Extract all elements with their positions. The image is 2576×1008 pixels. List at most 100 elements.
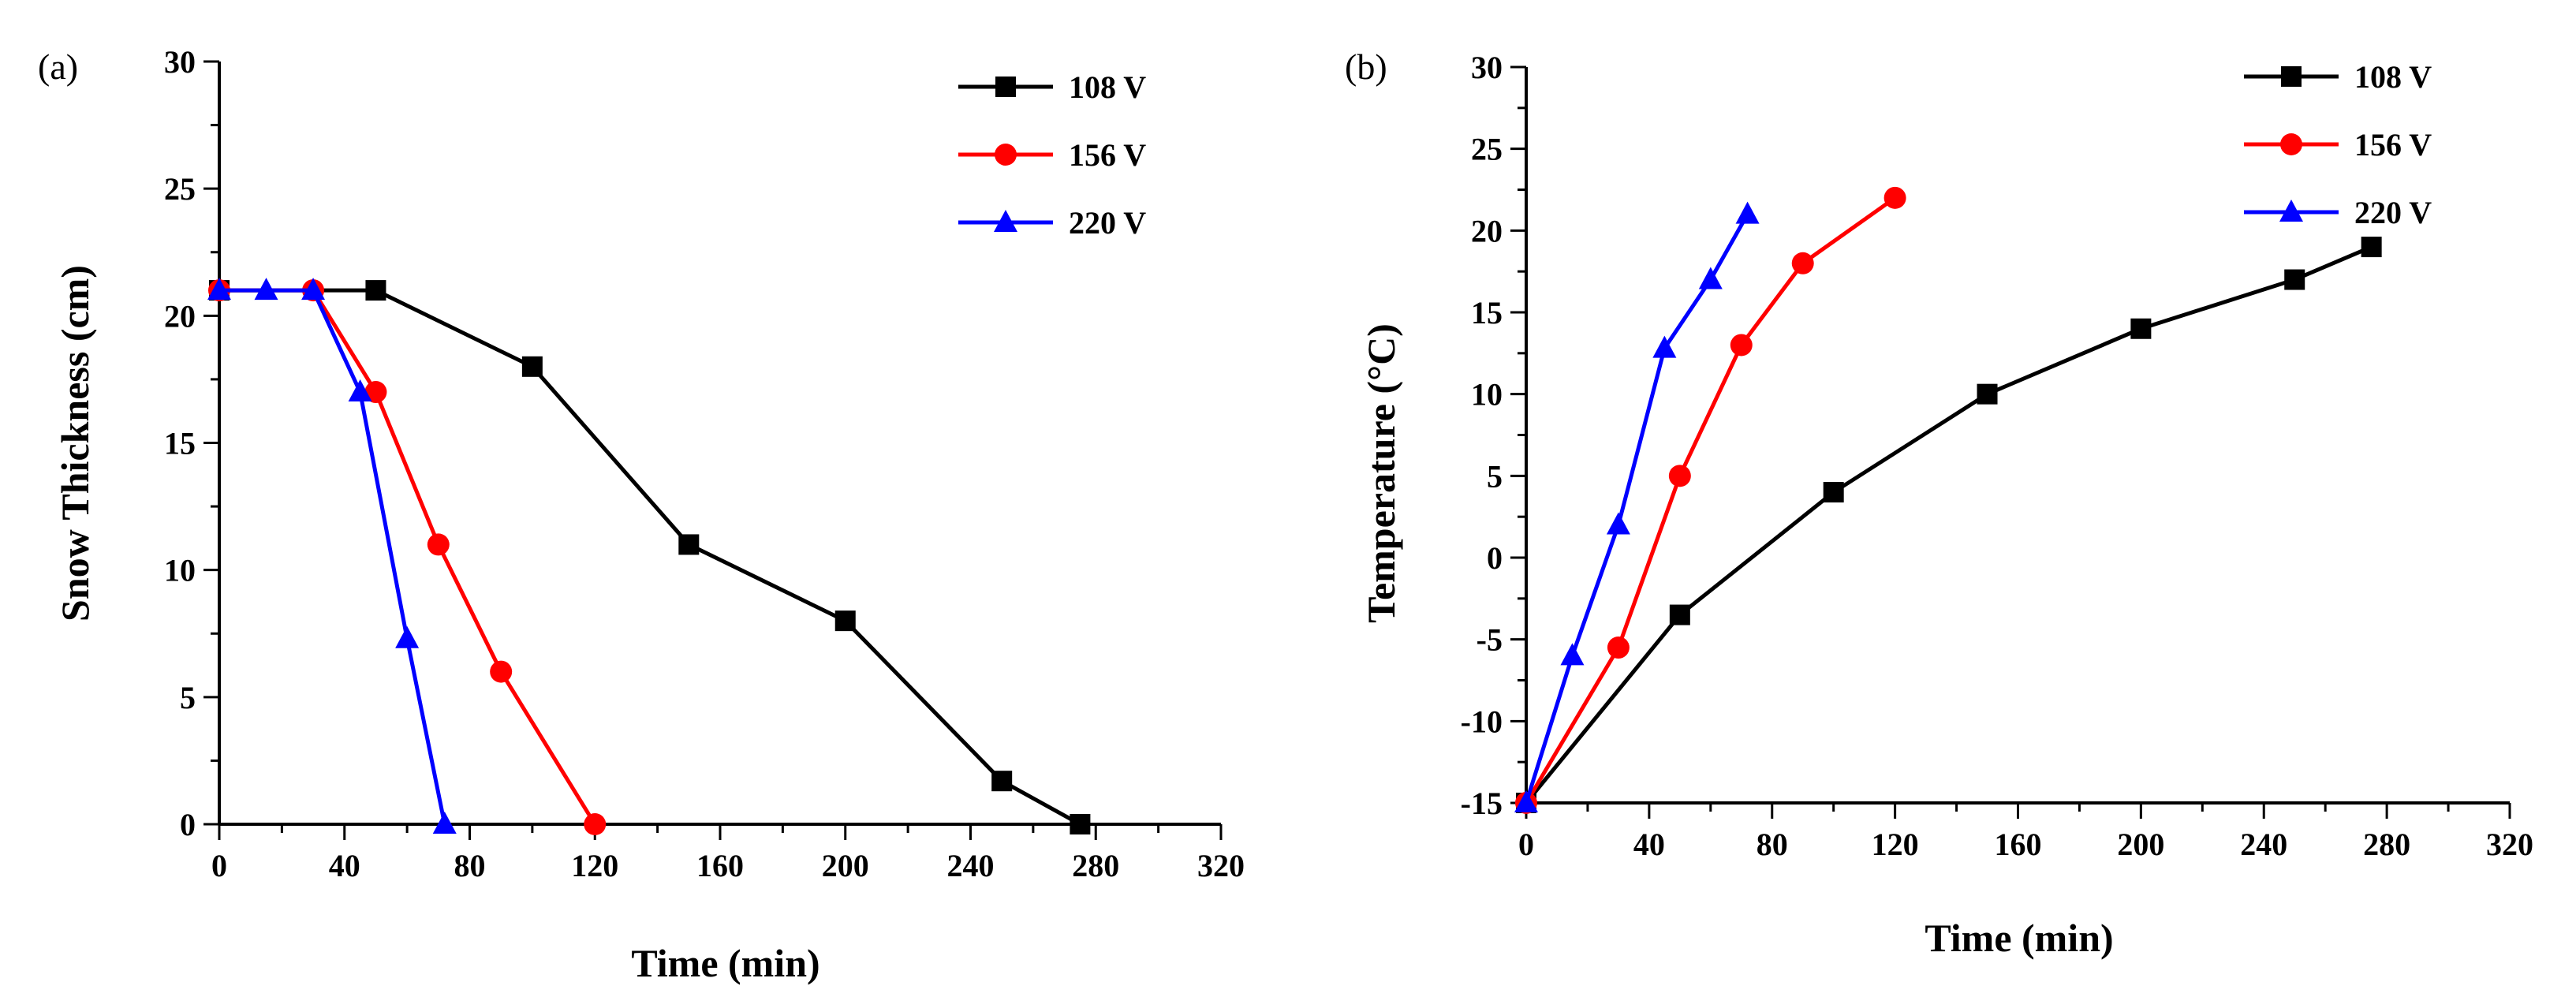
x-tick-label: 160 [1995, 827, 2042, 862]
data-point [254, 278, 278, 301]
x-axis-title: Time (min) [631, 941, 819, 985]
series-layer [1514, 186, 2382, 814]
panel-label: (b) [1345, 47, 1387, 87]
series-line [219, 288, 447, 825]
x-tick-label: 160 [696, 848, 744, 883]
data-point [1669, 604, 1690, 625]
legend-label: 108 V [1069, 69, 1146, 105]
series-layer [207, 278, 1091, 835]
data-point [1823, 482, 1844, 503]
legend-marker [995, 144, 1017, 166]
legend-marker [994, 210, 1017, 232]
legend-label: 220 V [2354, 195, 2432, 230]
data-point [991, 771, 1013, 792]
data-point [2284, 269, 2305, 290]
legend-marker [2279, 200, 2303, 222]
data-point [1698, 267, 1723, 289]
data-point [1560, 643, 1585, 666]
y-tick-label: 30 [1471, 50, 1503, 85]
legend-marker [2281, 66, 2302, 87]
y-tick-label: -10 [1461, 704, 1503, 739]
y-tick-label: 5 [180, 680, 196, 715]
x-tick-label: 0 [1518, 827, 1534, 862]
data-point [1883, 186, 1906, 209]
data-point [1606, 512, 1630, 535]
data-point [395, 625, 420, 648]
data-point [1652, 335, 1677, 358]
y-tick-label: 25 [164, 171, 196, 207]
data-point [1668, 465, 1691, 487]
data-point [1791, 252, 1814, 274]
data-point [1607, 637, 1630, 659]
panel-a: (a) Time (min) Snow Thickness (cm) 0 40 80… [38, 44, 1245, 985]
legend-label: 220 V [1069, 205, 1146, 241]
x-tick-label: 80 [1757, 827, 1788, 862]
legend: 108 V 156 V 220 V [2244, 59, 2432, 230]
y-tick-label: 20 [164, 298, 196, 334]
data-point [584, 813, 607, 835]
y-axis-title: Temperature (°C) [1359, 323, 1403, 623]
x-tick-label: 120 [1872, 827, 1919, 862]
data-point [834, 610, 856, 632]
x-tick-label: 40 [1633, 827, 1665, 862]
y-tick-label: 10 [1471, 377, 1503, 413]
data-point [521, 356, 543, 377]
panel-b: (b) Time (min) Temperature (°C) 0 40 80 120… [1345, 47, 2533, 960]
data-point [1730, 334, 1753, 357]
y-tick-label: 30 [164, 44, 196, 80]
data-point [678, 534, 700, 555]
data-point [1070, 814, 1091, 834]
series-line [1524, 213, 1749, 804]
data-point [301, 278, 326, 301]
legend-marker [995, 77, 1016, 97]
data-point [1735, 201, 1760, 224]
y-axis-title: Snow Thickness (cm) [53, 265, 97, 622]
x-axis-title: Time (min) [1925, 916, 2113, 960]
x-tick-label: 320 [1197, 848, 1245, 883]
y-tick-label: 10 [164, 553, 196, 588]
data-point [490, 660, 513, 683]
y-tick-label: 0 [180, 807, 196, 842]
y-tick-label: 15 [164, 426, 196, 461]
data-point [2130, 318, 2152, 339]
legend-label: 156 V [1069, 137, 1146, 173]
data-point [364, 381, 387, 404]
y-tick-label: 20 [1471, 213, 1503, 248]
y-tick-label: 5 [1487, 458, 1503, 494]
series-line [1525, 245, 2373, 805]
x-tick-label: 200 [822, 848, 869, 883]
x-tick-label: 80 [454, 848, 486, 883]
x-tick-label: 320 [2486, 827, 2533, 862]
x-tick-label: 280 [2363, 827, 2410, 862]
x-tick-label: 280 [1072, 848, 1119, 883]
x-tick-label: 40 [329, 848, 360, 883]
data-point [365, 280, 386, 301]
x-tick-label: 240 [947, 848, 995, 883]
ticks: 0 40 80 120 160 200 240 280 320 0 5 10 15 20 25 30 [164, 44, 1245, 883]
x-tick-label: 0 [211, 848, 227, 883]
legend: 108 V 156 V 220 V [958, 69, 1146, 241]
data-point [207, 278, 231, 301]
x-tick-label: 200 [2117, 827, 2164, 862]
legend-label: 156 V [2354, 127, 2432, 162]
y-tick-label: 25 [1471, 132, 1503, 167]
data-point [348, 379, 372, 402]
series-line [1524, 196, 1897, 805]
panel-label: (a) [38, 47, 78, 87]
y-tick-label: -15 [1461, 786, 1503, 821]
ticks: 0 40 80 120 160 200 240 280 320 -15 -10 -5 0 5 10 15 20 2… [1461, 50, 2533, 862]
data-point [2361, 237, 2382, 258]
y-tick-label: 0 [1487, 540, 1503, 576]
data-point [1514, 790, 1538, 812]
y-tick-label: -5 [1477, 622, 1503, 658]
data-point [427, 533, 450, 556]
data-point [1977, 383, 1998, 405]
x-tick-label: 240 [2240, 827, 2287, 862]
x-tick-label: 120 [571, 848, 618, 883]
legend-marker [2280, 133, 2302, 155]
data-point [432, 812, 457, 834]
y-tick-label: 15 [1471, 295, 1503, 330]
legend-label: 108 V [2354, 59, 2432, 95]
